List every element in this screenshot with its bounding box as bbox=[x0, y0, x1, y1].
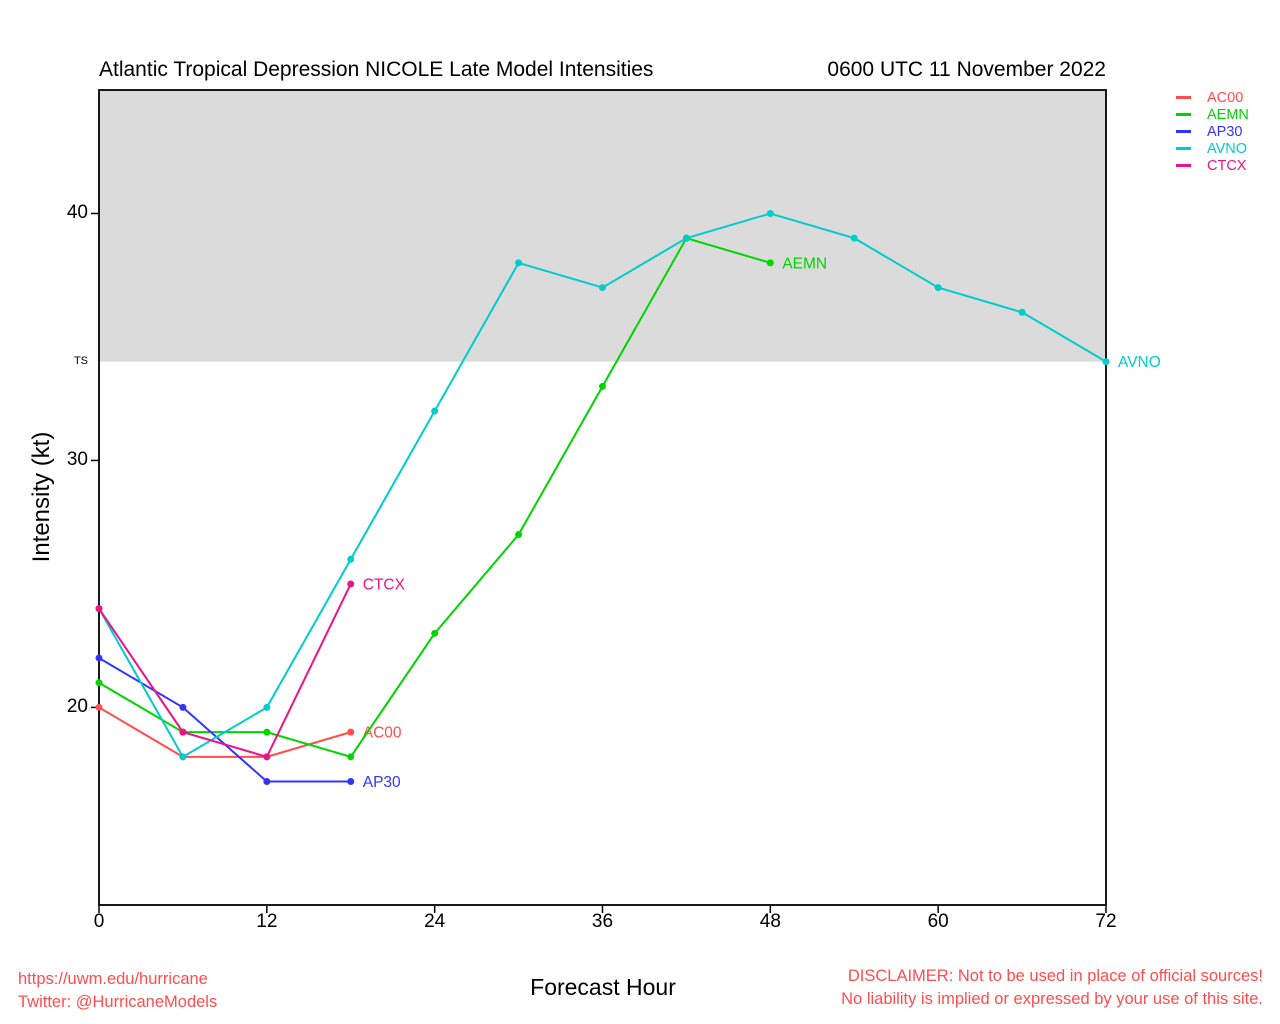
legend-item-AEMN: AEMN bbox=[1176, 106, 1249, 123]
series-label-AEMN: AEMN bbox=[782, 255, 827, 272]
legend-swatch-CTCX bbox=[1176, 164, 1191, 167]
series-label-CTCX: CTCX bbox=[363, 576, 406, 593]
chart-datetime: 0600 UTC 11 November 2022 bbox=[827, 58, 1106, 81]
legend-swatch-AP30 bbox=[1176, 130, 1191, 133]
legend-swatch-AVNO bbox=[1176, 147, 1191, 150]
data-point-CTCX-18 bbox=[347, 580, 355, 588]
data-point-AVNO-18 bbox=[347, 555, 355, 563]
legend-label-AEMN: AEMN bbox=[1207, 106, 1249, 123]
data-point-AVNO-72 bbox=[1102, 358, 1110, 366]
series-line-CTCX bbox=[98, 583, 352, 759]
legend-item-CTCX: CTCX bbox=[1176, 157, 1249, 174]
series-label-AC00: AC00 bbox=[363, 725, 402, 742]
data-point-AEMN-30 bbox=[515, 531, 523, 539]
legend-label-AVNO: AVNO bbox=[1207, 140, 1248, 157]
x-tick-label-48: 48 bbox=[759, 911, 781, 932]
data-point-AEMN-24 bbox=[431, 629, 439, 637]
x-tick-label-0: 0 bbox=[93, 911, 105, 932]
x-tick-label-36: 36 bbox=[591, 911, 614, 932]
y-tick-label-20: 20 bbox=[66, 696, 88, 718]
disclaimer-line-2: No liability is implied or expressed by … bbox=[841, 990, 1263, 1008]
y-tick-label-30: 30 bbox=[66, 449, 88, 471]
footer-disclaimer: DISCLAIMER: Not to be used in place of o… bbox=[841, 965, 1263, 1011]
plot-border bbox=[98, 89, 1107, 906]
data-point-AVNO-6 bbox=[179, 753, 187, 761]
legend-item-AP30: AP30 bbox=[1176, 123, 1249, 140]
y-tick-label-40: 40 bbox=[66, 202, 88, 224]
ts-shaded-band bbox=[99, 90, 1106, 362]
data-point-CTCX-6 bbox=[179, 728, 187, 736]
data-point-AC00-18 bbox=[347, 728, 355, 736]
data-point-AEMN-0 bbox=[95, 679, 103, 687]
legend: AC00 AEMN AP30 AVNO CTCX bbox=[1176, 89, 1249, 174]
legend-item-AVNO: AVNO bbox=[1176, 140, 1249, 157]
data-point-CTCX-12 bbox=[263, 753, 271, 761]
footer-source: https://uwm.edu/hurricane Twitter: @Hurr… bbox=[18, 968, 217, 1014]
data-point-AVNO-36 bbox=[599, 284, 606, 292]
data-point-AEMN-48 bbox=[766, 259, 774, 267]
disclaimer-line-1: DISCLAIMER: Not to be used in place of o… bbox=[847, 967, 1263, 985]
data-point-AP30-0 bbox=[95, 654, 103, 662]
data-point-AEMN-12 bbox=[263, 728, 271, 736]
twitter-handle: Twitter: @HurricaneModels bbox=[18, 993, 218, 1011]
data-point-AVNO-48 bbox=[766, 209, 774, 217]
data-point-AVNO-60 bbox=[934, 284, 942, 292]
series-label-AP30: AP30 bbox=[363, 774, 401, 791]
data-point-AVNO-24 bbox=[431, 407, 439, 415]
data-point-AVNO-12 bbox=[263, 703, 271, 711]
series-label-AVNO: AVNO bbox=[1118, 354, 1161, 371]
x-axis-title: Forecast Hour bbox=[530, 974, 676, 1000]
data-point-AVNO-54 bbox=[850, 234, 858, 242]
x-tick-label-24: 24 bbox=[424, 911, 446, 932]
data-point-AP30-6 bbox=[179, 703, 187, 711]
data-point-AC00-0 bbox=[95, 703, 103, 711]
legend-label-AC00: AC00 bbox=[1207, 89, 1244, 106]
data-point-AVNO-42 bbox=[682, 234, 690, 242]
data-point-AP30-12 bbox=[263, 778, 271, 786]
data-point-AEMN-36 bbox=[599, 382, 606, 390]
data-point-AEMN-18 bbox=[347, 753, 355, 761]
x-tick-label-72: 72 bbox=[1095, 911, 1117, 932]
chart-title: Atlantic Tropical Depression NICOLE Late… bbox=[99, 58, 654, 81]
legend-item-AC00: AC00 bbox=[1176, 89, 1249, 106]
x-tick-label-60: 60 bbox=[927, 911, 949, 932]
legend-label-CTCX: CTCX bbox=[1207, 157, 1247, 174]
y-tick-label-TS: TS bbox=[73, 354, 88, 367]
data-point-AVNO-66 bbox=[1018, 308, 1026, 316]
data-point-AP30-18 bbox=[347, 778, 355, 786]
legend-label-AP30: AP30 bbox=[1207, 123, 1243, 140]
legend-swatch-AEMN bbox=[1176, 113, 1191, 116]
x-tick-label-12: 12 bbox=[256, 911, 278, 932]
data-point-AVNO-30 bbox=[515, 259, 523, 267]
site-url: https://uwm.edu/hurricane bbox=[18, 970, 208, 988]
data-point-CTCX-0 bbox=[95, 605, 103, 613]
legend-swatch-AC00 bbox=[1176, 96, 1191, 99]
